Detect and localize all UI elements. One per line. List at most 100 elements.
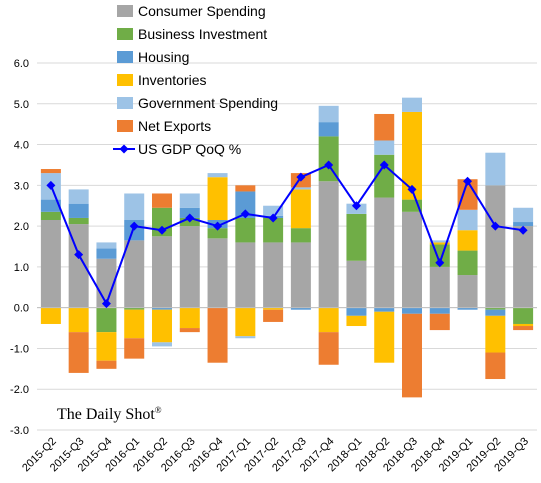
bar-segment-housing [457,307,478,310]
bar-segment-housing [290,307,311,310]
bar-segment-government-spending [263,205,284,216]
gdp-point [296,172,306,182]
y-tick-label: 0.0 [14,303,29,315]
legend-label: Inventories [138,72,206,88]
gdp-point [157,225,167,235]
watermark-text: The Daily Shot® [57,405,162,423]
bar-segment-housing [513,222,534,227]
bar-segment-consumer-spending [346,260,367,308]
bar-segment-business-investment [485,307,506,310]
bar-segment-government-spending [152,342,172,347]
gdp-point [101,299,111,309]
bar-segment-business-investment [290,228,311,243]
legend-line-marker [119,144,129,154]
bar-segment-net-exports [124,338,145,359]
bar-segment-government-spending [318,105,339,123]
bar-segment-net-exports [374,113,395,141]
bar-segment-inventories [457,230,478,251]
bar-segment-business-investment [68,217,89,225]
bar-segment-net-exports [457,179,478,210]
gdp-point [463,176,473,186]
bar-segment-inventories [429,242,450,245]
y-tick-label: 1.0 [14,262,29,274]
y-tick-label: 3.0 [14,180,29,192]
bar-segment-inventories [207,177,228,220]
y-tick-label: 5.0 [14,99,29,111]
bar-segment-housing [318,122,339,137]
bar-segment-government-spending [235,336,256,339]
legend-label: Housing [138,49,189,65]
bar-segment-inventories [318,307,339,333]
bar-segment-consumer-spending [374,197,395,308]
bar-segment-business-investment [40,211,61,220]
legend-swatch [117,5,133,17]
bar-segment-government-spending [374,140,395,155]
bar-segment-inventories [485,315,506,353]
bar-segment-business-investment [207,228,228,239]
bar-segment-net-exports [207,307,228,363]
bar-segment-inventories [40,307,61,324]
y-tick-label: 2.0 [14,221,29,233]
bar-segment-net-exports [429,313,450,331]
legend-label: Government Spending [138,95,278,111]
bar-segment-consumer-spending [68,224,89,308]
bar-segment-consumer-spending [402,211,422,308]
gdp-point [324,160,334,170]
bar-segment-inventories [290,189,311,229]
gdp-point [240,209,250,219]
legend-swatch [117,74,133,86]
legend-swatch [117,97,133,109]
bar-segment-inventories [68,307,89,333]
bar-segment-business-investment [235,217,256,243]
bar-segment-inventories [235,307,256,337]
bar-segment-consumer-spending [179,226,200,308]
y-tick-label: -1.0 [10,343,29,355]
bar-segment-business-investment [263,217,284,243]
bar-segment-government-spending [96,242,117,249]
y-tick-label: -3.0 [10,425,29,437]
bar-segment-consumer-spending [263,242,284,308]
bar-segment-inventories [402,111,422,200]
bar-segment-housing [235,191,256,218]
legend-label: Net Exports [138,118,211,134]
legend-swatch [117,120,133,132]
bar-segment-consumer-spending [457,275,478,308]
gdp-line [49,163,524,306]
legend-swatch [117,51,133,63]
gdp-point [435,258,445,268]
bar-segment-net-exports [152,193,172,208]
legend-label: Consumer Spending [138,3,266,19]
bar-segment-consumer-spending [40,219,61,308]
bar-segment-housing [485,309,506,316]
bar-segment-net-exports [263,309,284,322]
gdp-point [351,201,361,211]
bar-segment-consumer-spending [318,181,339,308]
bar-segment-consumer-spending [429,266,450,308]
bar-segment-housing [68,203,89,218]
y-tick-label: 6.0 [14,58,29,70]
bar-segment-net-exports [485,352,506,380]
bar-segment-government-spending [68,189,89,204]
bar-segment-business-investment [374,154,395,198]
bar-segment-government-spending [513,207,534,223]
bar-segment-inventories [179,307,200,329]
bar-segment-consumer-spending [485,185,506,308]
gdp-point [185,213,195,223]
bar-segment-business-investment [96,307,117,333]
bar-segment-net-exports [68,332,89,373]
gdp-point [490,221,500,231]
bar-segment-net-exports [402,313,422,398]
bar-segment-net-exports [96,360,117,369]
bar-segment-inventories [513,323,534,327]
bar-segment-housing [429,307,450,314]
watermark-registered-mark: ® [155,405,162,415]
bar-segment-inventories [263,307,284,310]
y-axis-tick-labels: 6.0 5.0 4.0 3.0 2.0 1.0 0.0 -1.0 -2.0 -3.0 [10,58,29,437]
gdp-point [379,160,389,170]
bar-segment-business-investment [513,307,534,324]
stacked-bars [40,97,534,398]
y-tick-label: -2.0 [10,384,29,396]
bar-segment-net-exports [235,185,256,192]
gdp-point [213,221,223,231]
bar-segment-housing [374,307,395,312]
